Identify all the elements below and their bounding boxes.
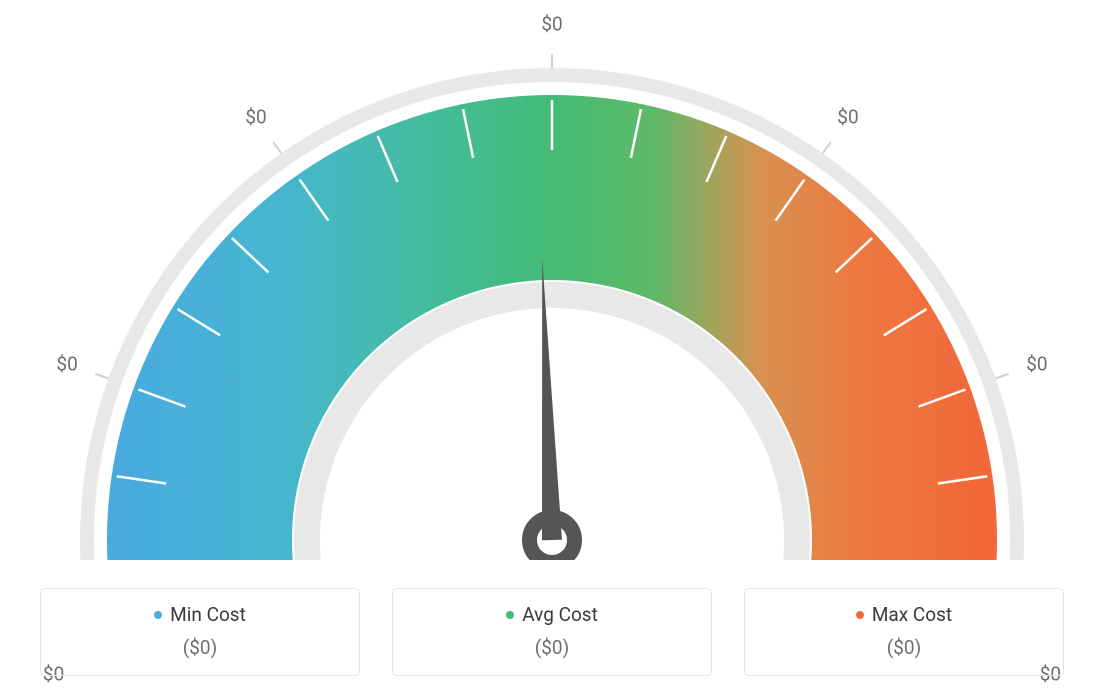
legend-min-value: ($0) xyxy=(51,636,349,659)
legend-row: Min Cost ($0) Avg Cost ($0) Max Cost ($0… xyxy=(40,588,1064,676)
legend-max-dot xyxy=(856,611,864,619)
legend-avg-title: Avg Cost xyxy=(506,603,598,626)
legend-min-title: Min Cost xyxy=(154,603,246,626)
legend-min-dot xyxy=(154,611,162,619)
gauge-tick-label: $0 xyxy=(245,106,266,129)
legend-min-label: Min Cost xyxy=(170,603,246,626)
gauge-tick-label: $0 xyxy=(1026,352,1047,375)
legend-avg: Avg Cost ($0) xyxy=(392,588,712,676)
legend-avg-dot xyxy=(506,611,514,619)
gauge-tick-label: $0 xyxy=(541,13,562,36)
legend-avg-value: ($0) xyxy=(403,636,701,659)
legend-avg-label: Avg Cost xyxy=(522,603,598,626)
legend-max: Max Cost ($0) xyxy=(744,588,1064,676)
gauge-tick-label: $0 xyxy=(56,352,77,375)
legend-max-value: ($0) xyxy=(755,636,1053,659)
gauge-svg xyxy=(0,0,1104,560)
gauge-container: $0$0$0$0$0$0$0 xyxy=(0,0,1104,560)
legend-min: Min Cost ($0) xyxy=(40,588,360,676)
gauge-tick-label: $0 xyxy=(837,106,858,129)
legend-max-title: Max Cost xyxy=(856,603,952,626)
legend-max-label: Max Cost xyxy=(872,603,952,626)
